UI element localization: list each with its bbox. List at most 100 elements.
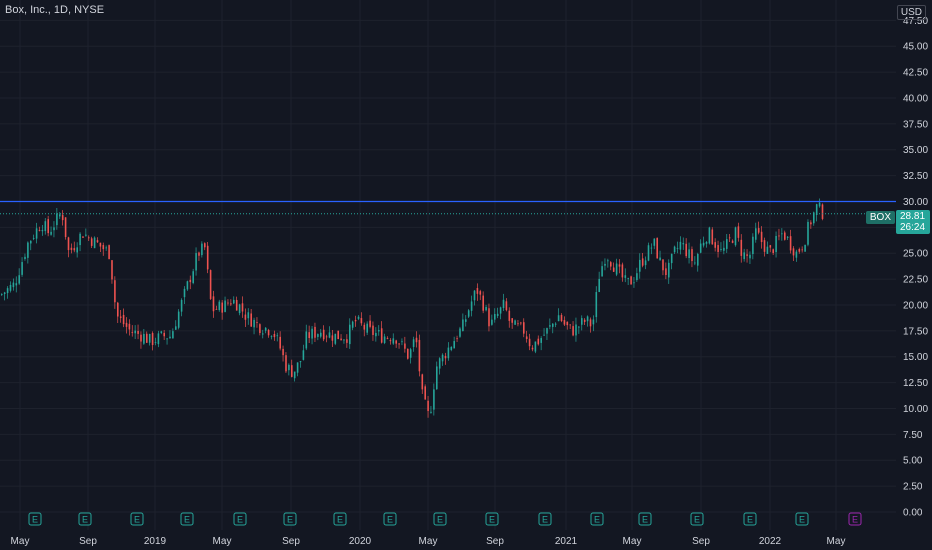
candle-body [27,242,29,258]
candle-body [53,227,55,231]
candle-body [273,333,276,338]
candle-body [418,339,421,372]
candle-body [714,242,716,248]
candle-body [157,333,160,345]
candle-body [479,291,482,295]
candle-body [462,319,464,332]
candle-body [375,332,377,337]
earnings-badge[interactable] [180,512,194,526]
earnings-badge[interactable] [538,512,552,526]
earnings-badge[interactable] [130,512,144,526]
earnings-badge[interactable] [28,512,42,526]
candle-body [430,411,432,413]
candle-body [607,260,609,262]
earnings-letter: E [134,515,140,525]
candle-body [215,308,218,310]
candle-body [586,316,589,322]
earnings-badge[interactable] [333,512,347,526]
earnings-marker[interactable]: E [78,512,92,526]
candle-body [320,332,322,337]
candle-body [221,302,223,313]
candle-body [459,328,461,337]
candle-body [186,281,189,290]
earnings-letter: E [237,515,243,525]
candle-body [612,267,615,272]
candle-body [134,330,136,334]
earnings-badge[interactable] [433,512,447,526]
candle-body [82,236,84,238]
candle-body [543,334,545,336]
earnings-marker[interactable]: E [233,512,247,526]
candle-body [456,338,458,340]
candle-body [291,365,293,377]
candle-body [354,320,357,322]
earnings-badge[interactable] [383,512,397,526]
candle-body [804,244,806,252]
time-axis[interactable]: May Sep 2019 May Sep 2020 May Sep 2021 May Sep 2022… [11,536,846,547]
candle-body [682,243,685,245]
y-tick-label: 20.00 [903,300,928,311]
earnings-badge[interactable] [233,512,247,526]
earnings-badge[interactable] [795,512,809,526]
candle-body [433,389,435,410]
candle-body [102,245,105,250]
earnings-marker[interactable]: E [283,512,297,526]
earnings-marker[interactable]: E [383,512,397,526]
candle-body [9,284,12,291]
earnings-marker[interactable]: E [590,512,604,526]
earnings-marker[interactable]: E [130,512,144,526]
candle-body [627,277,629,279]
candle-body [525,336,528,340]
candle-body [70,247,73,250]
candle-body [676,247,679,249]
earnings-marker[interactable]: E [433,512,447,526]
candle-body [583,319,586,322]
earnings-marker[interactable]: E [638,512,652,526]
candle-body [436,366,438,390]
candle-body [482,295,484,311]
earnings-badge[interactable] [638,512,652,526]
earnings-badge[interactable] [848,512,862,526]
candle-body [821,204,824,219]
candle-body [798,249,801,252]
candle-body [233,299,235,304]
earnings-marker[interactable]: E [28,512,42,526]
candle-body [206,245,209,270]
earnings-marker[interactable]: E [743,512,757,526]
candle-body [560,314,563,322]
candle-body [412,339,415,347]
earnings-badge[interactable] [78,512,92,526]
earnings-marker[interactable]: E [180,512,194,526]
currency-badge[interactable]: USD [896,5,926,20]
candle-body [308,332,310,339]
candle-body [24,256,26,260]
candle-body [404,343,406,349]
candle-body [163,332,165,337]
earnings-badge[interactable] [690,512,704,526]
y-tick-label: 15.00 [903,352,928,363]
candle-body [395,340,397,344]
candle-body [673,246,676,253]
earnings-marker[interactable]: E [538,512,552,526]
earnings-badge[interactable] [743,512,757,526]
candle-body [209,270,212,299]
earnings-badge[interactable] [283,512,297,526]
earnings-marker[interactable]: E [795,512,809,526]
candle-body [760,231,763,243]
x-tick-label: 2019 [144,536,167,547]
earnings-marker[interactable]: E [690,512,704,526]
future-earnings-marker[interactable]: E [848,512,862,526]
candle-body [143,333,145,344]
y-tick-label: 22.50 [903,275,928,286]
candle-body [818,202,821,207]
candle-body [546,328,548,334]
earnings-marker[interactable]: E [485,512,499,526]
earnings-badge[interactable] [590,512,604,526]
price-axis[interactable]: 0.00 2.50 5.00 7.50 10.00 12.50 15.00 17.50 20.0… [903,16,928,519]
earnings-letter: E [184,515,190,525]
earnings-badge[interactable] [485,512,499,526]
earnings-marker[interactable]: E [333,512,347,526]
candle-body [12,282,15,288]
